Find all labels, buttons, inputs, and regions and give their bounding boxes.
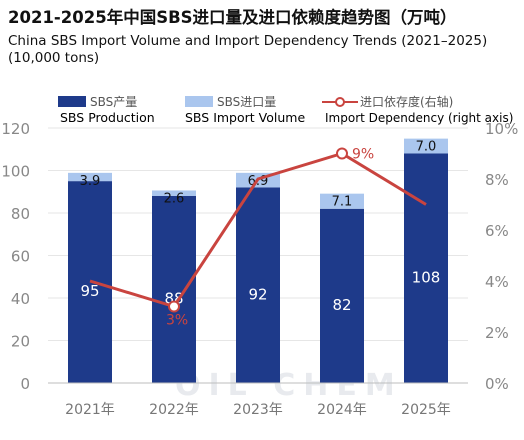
production-bar (236, 187, 280, 383)
import-bar (68, 172, 112, 182)
import-bar (320, 193, 364, 209)
x-tick-label: 2022年 (149, 402, 199, 418)
legend-label-dependency-en: Import Dependency (right axis) (325, 111, 514, 125)
dependency-marker (168, 300, 180, 313)
legend-label-dependency: 进口依存度(右轴) (360, 95, 454, 109)
legend-swatch-production (58, 96, 86, 107)
y-right-tick-label: 4% (485, 273, 509, 291)
chart-title: 2021-2025年中国SBS进口量及进口依赖度趋势图（万吨） (8, 8, 457, 27)
y-right-tick-label: 8% (485, 171, 509, 189)
y-left-tick-label: 100 (1, 163, 30, 181)
production-bar (320, 208, 364, 383)
import-value-label: 2.6 (164, 191, 185, 206)
x-tick-label: 2025年 (401, 402, 451, 418)
dependency-marker (336, 147, 348, 160)
import-value-label: 7.1 (332, 195, 353, 210)
watermark: OIL CHEM (175, 368, 403, 403)
production-value-label: 108 (412, 268, 441, 286)
legend-label-import: SBS进口量 (217, 95, 277, 109)
y-right-tick-label: 6% (485, 222, 509, 240)
production-value-label: 92 (248, 285, 267, 303)
import-value-label: 3.9 (80, 174, 101, 189)
y-right-tick-label: 10% (485, 120, 518, 138)
legend-label-production-en: SBS Production (60, 110, 155, 125)
y-left-tick-label: 0 (20, 375, 30, 393)
import-bar (152, 190, 196, 196)
production-value-label: 82 (332, 296, 351, 314)
y-left-tick-label: 120 (1, 120, 30, 138)
import-value-label: 7.0 (416, 140, 437, 155)
import-bar (404, 138, 448, 154)
dependency-value-label: 9% (352, 147, 374, 163)
dependency-value-label: 3% (166, 313, 188, 329)
y-right-tick-label: 2% (485, 324, 509, 342)
x-tick-label: 2023年 (233, 402, 283, 418)
x-tick-label: 2024年 (317, 402, 367, 418)
y-left-tick-label: 40 (11, 290, 30, 308)
production-bar (152, 196, 196, 383)
legend-swatch-import (185, 96, 213, 107)
dependency-line (89, 151, 427, 309)
legend-label-import-en: SBS Import Volume (185, 110, 306, 125)
y-left-tick-label: 80 (11, 205, 30, 223)
x-tick-label: 2021年 (65, 402, 115, 418)
chart-subtitle: China SBS Import Volume and Import Depen… (8, 33, 488, 66)
legend-swatch-dependency (322, 97, 358, 107)
production-value-label: 95 (80, 282, 99, 300)
y-right-tick-label: 0% (485, 375, 509, 393)
y-left-tick-label: 60 (11, 248, 30, 266)
legend-label-production: SBS产量 (90, 95, 138, 109)
production-bar (404, 153, 448, 383)
y-left-tick-label: 20 (11, 333, 30, 351)
